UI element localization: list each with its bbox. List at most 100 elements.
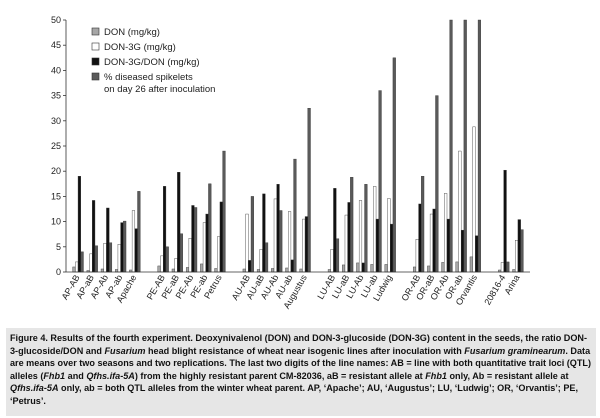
bar xyxy=(108,242,113,273)
bar xyxy=(307,107,311,273)
caption-text-3: . Data are means over two seasons and tw… xyxy=(10,345,591,381)
bar xyxy=(358,200,363,273)
bar xyxy=(475,235,479,273)
bar xyxy=(92,200,96,273)
bar xyxy=(387,198,391,273)
bar xyxy=(477,19,481,273)
bar xyxy=(460,229,465,273)
caption-italic-3: Fhb1 xyxy=(43,370,66,381)
bar xyxy=(245,213,249,273)
bar xyxy=(350,177,354,273)
bar xyxy=(171,268,175,273)
caption-italic-4: Qfhs.ifa-5A xyxy=(86,370,135,381)
bar-chart: 0 5 10 15 20 25 30 35 40 45 50 AP-ABAP-aBAP-AbAP-a… xyxy=(51,15,530,311)
bar xyxy=(373,186,377,273)
bar xyxy=(259,249,263,273)
bar-group xyxy=(271,184,283,273)
bar xyxy=(455,261,459,273)
bar xyxy=(162,186,167,273)
legend: DON (mg/kg) DON-3G (mg/kg) DON-3G/DON (mg/… xyxy=(91,27,215,95)
bar xyxy=(265,242,269,273)
bar xyxy=(302,218,306,273)
bar-group xyxy=(129,191,141,273)
y-tick-label: 25 xyxy=(51,141,61,151)
bar-group xyxy=(72,176,84,273)
bar xyxy=(242,268,246,273)
bar xyxy=(384,264,388,273)
bar xyxy=(177,172,181,273)
caption-italic-2: Fusarium graminearum xyxy=(464,345,566,356)
caption-text-1: Figure 4. Results of the fourth experime… xyxy=(10,333,588,356)
bar-group xyxy=(469,19,481,273)
bar xyxy=(72,266,76,273)
bar xyxy=(288,211,292,273)
bar xyxy=(364,184,368,273)
bar xyxy=(103,243,107,273)
bar xyxy=(214,268,218,273)
legend-swatch xyxy=(91,72,100,81)
bar xyxy=(222,150,226,273)
bar-group xyxy=(427,95,439,273)
bar xyxy=(123,220,127,273)
bar xyxy=(80,251,84,273)
bar-group xyxy=(256,193,269,273)
bar xyxy=(202,222,206,273)
caption-text-7: only, ab = both QTL alleles from the win… xyxy=(10,383,579,406)
bar-group xyxy=(498,169,510,273)
bar xyxy=(333,188,337,273)
bar xyxy=(75,261,79,273)
bar-group xyxy=(455,19,467,273)
bars xyxy=(72,19,524,273)
bar xyxy=(472,126,476,273)
bar-group xyxy=(512,219,524,273)
caption-text-4: and xyxy=(65,370,87,381)
bar xyxy=(344,214,348,273)
bar xyxy=(432,208,436,273)
bar xyxy=(441,262,445,273)
bar xyxy=(446,218,450,273)
bar xyxy=(390,223,394,273)
bar-group xyxy=(171,172,183,273)
bar xyxy=(200,263,204,273)
bar xyxy=(463,19,467,273)
bar xyxy=(500,262,504,273)
legend-label: DON-3G (mg/kg) xyxy=(104,42,176,53)
bar-group xyxy=(100,207,113,273)
bar-group xyxy=(214,150,226,273)
caption-italic-5: Fhb1 xyxy=(425,370,447,381)
bar-group xyxy=(242,196,254,273)
bar xyxy=(342,264,346,273)
bar xyxy=(330,249,334,273)
legend-label: DON (mg/kg) xyxy=(104,27,160,38)
bar xyxy=(427,265,431,273)
bar xyxy=(356,262,360,273)
bar-group xyxy=(370,90,382,273)
bar xyxy=(520,229,524,273)
bar-group xyxy=(115,220,127,273)
bar xyxy=(179,233,183,273)
bar-group xyxy=(157,186,169,273)
bar xyxy=(444,193,448,273)
bar xyxy=(449,19,453,273)
bar xyxy=(375,218,379,273)
caption-italic-1: Fusarium xyxy=(104,345,146,356)
caption-italic-6: Qfhs.ifa-5A xyxy=(10,383,59,394)
bar xyxy=(276,184,280,273)
bar-group xyxy=(200,183,212,273)
bar xyxy=(217,236,221,273)
bar xyxy=(174,258,178,273)
bar xyxy=(248,260,252,273)
bar xyxy=(370,264,374,273)
bar xyxy=(77,176,81,273)
bar xyxy=(378,90,382,273)
bar xyxy=(458,150,462,273)
bar-group xyxy=(299,107,311,273)
bar xyxy=(271,268,275,273)
bar xyxy=(185,267,190,273)
y-tick-label: 45 xyxy=(51,40,61,50)
bar xyxy=(299,268,303,273)
y-tick-label: 20 xyxy=(51,166,61,176)
bar xyxy=(89,253,93,273)
bar xyxy=(194,207,198,273)
